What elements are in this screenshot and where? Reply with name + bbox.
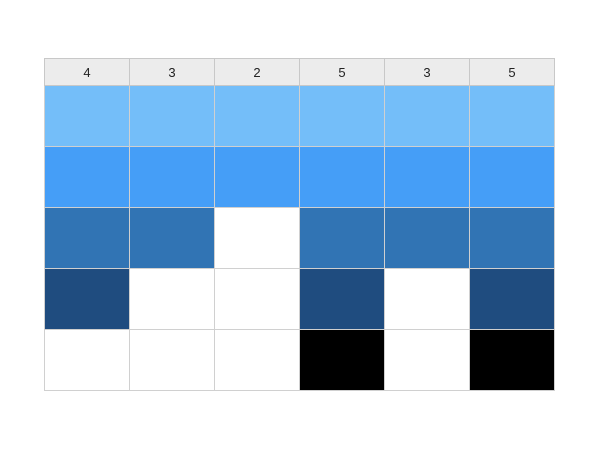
empty-cell [384, 329, 470, 391]
grid-row [44, 146, 555, 208]
column-header: 5 [469, 58, 555, 86]
grid-row [44, 329, 555, 391]
empty-cell [129, 329, 215, 391]
filled-cell [214, 85, 300, 147]
filled-cell [44, 146, 130, 208]
bar-grid: 4 3 2 5 3 5 [44, 58, 555, 391]
filled-cell [299, 146, 385, 208]
filled-cell [299, 85, 385, 147]
filled-cell [469, 146, 555, 208]
empty-cell [384, 268, 470, 330]
filled-cell [129, 146, 215, 208]
filled-cell [469, 207, 555, 269]
empty-cell [44, 329, 130, 391]
filled-cell [44, 85, 130, 147]
column-header: 4 [44, 58, 130, 86]
grid-row [44, 85, 555, 147]
filled-cell [384, 207, 470, 269]
filled-cell [44, 207, 130, 269]
filled-cell [469, 85, 555, 147]
grid-row [44, 268, 555, 330]
column-header: 3 [129, 58, 215, 86]
filled-cell [129, 207, 215, 269]
empty-cell [214, 268, 300, 330]
filled-cell [299, 329, 385, 391]
filled-cell [469, 268, 555, 330]
filled-cell [299, 268, 385, 330]
filled-cell [129, 85, 215, 147]
filled-cell [214, 146, 300, 208]
filled-cell [384, 146, 470, 208]
grid-table: 4 3 2 5 3 5 [44, 58, 555, 391]
empty-cell [214, 207, 300, 269]
filled-cell [44, 268, 130, 330]
empty-cell [129, 268, 215, 330]
filled-cell [469, 329, 555, 391]
column-header: 3 [384, 58, 470, 86]
filled-cell [299, 207, 385, 269]
column-header: 5 [299, 58, 385, 86]
grid-row [44, 207, 555, 269]
header-row: 4 3 2 5 3 5 [44, 58, 555, 86]
column-header: 2 [214, 58, 300, 86]
filled-cell [384, 85, 470, 147]
empty-cell [214, 329, 300, 391]
